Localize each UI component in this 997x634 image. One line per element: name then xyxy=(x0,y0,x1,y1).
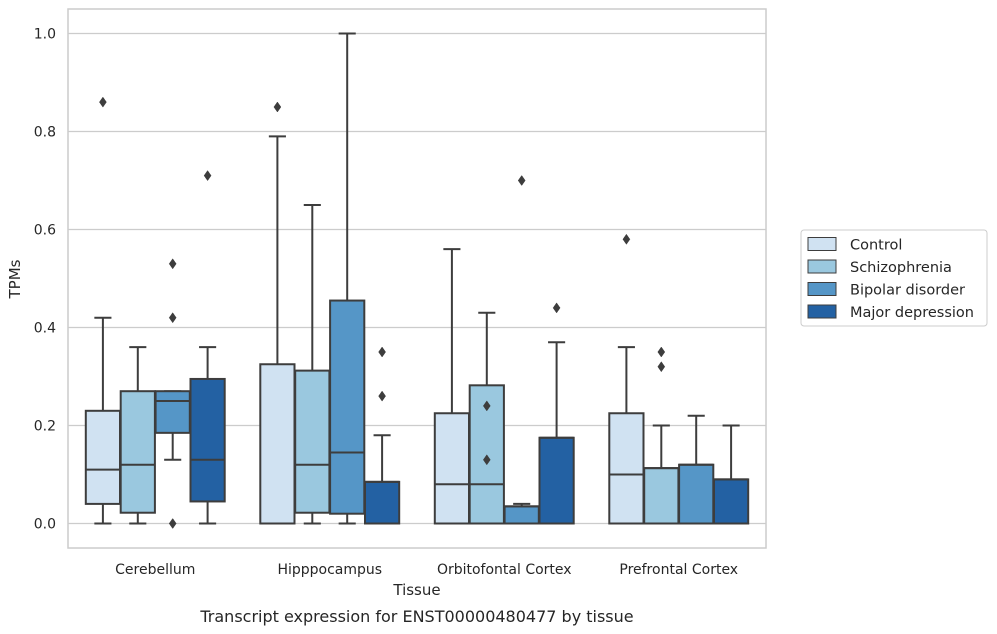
box-body xyxy=(712,478,750,525)
legend-swatch xyxy=(807,237,837,251)
box-3-2 xyxy=(678,414,715,525)
box-body xyxy=(154,390,191,434)
legend-label: Bipolar disorder xyxy=(850,283,965,299)
outlier-point xyxy=(482,454,491,466)
outlier-point xyxy=(168,258,177,270)
box-body xyxy=(643,467,680,525)
box-body xyxy=(329,299,366,515)
outlier-point xyxy=(657,346,666,358)
box-3-0 xyxy=(608,233,645,525)
outlier-point xyxy=(378,346,386,358)
plot-area-frame xyxy=(67,8,767,549)
y-tick-label: 0.4 xyxy=(34,321,56,337)
outlier-point xyxy=(273,101,282,113)
legend: Control Schizophrenia Bipolar disorder Majo… xyxy=(800,229,988,327)
y-tick-label: 1.0 xyxy=(34,27,56,43)
legend-label: Control xyxy=(850,238,902,254)
legend-swatch xyxy=(807,282,837,296)
box-body xyxy=(363,480,401,525)
y-tick-label: 0.6 xyxy=(34,223,56,239)
box-1-1 xyxy=(294,204,331,525)
box-3-3 xyxy=(712,424,750,525)
box-3-1 xyxy=(643,346,680,525)
box-0-0 xyxy=(84,96,122,525)
box-body xyxy=(189,377,226,503)
chart-caption: Transcript expression for ENST0000048047… xyxy=(199,607,633,626)
box-2-0 xyxy=(433,248,471,525)
box-body xyxy=(119,390,156,514)
outlier-point xyxy=(203,170,212,182)
box-body xyxy=(433,412,471,525)
legend-label: Major depression xyxy=(850,305,974,321)
box-0-3 xyxy=(189,170,226,525)
box-1-0 xyxy=(259,101,296,525)
box-1-2 xyxy=(329,32,366,525)
boxes xyxy=(84,32,750,529)
outlier-point xyxy=(517,175,526,186)
outlier-point xyxy=(657,361,666,373)
y-axis-label: TPMs xyxy=(6,259,24,299)
box-1-3 xyxy=(363,346,401,525)
outlier-point xyxy=(99,96,107,108)
box-0-1 xyxy=(119,346,156,525)
x-tick-label: Hipppocampus xyxy=(277,562,382,578)
outlier-point xyxy=(622,233,631,245)
box-body xyxy=(84,409,122,505)
box-0-2 xyxy=(154,258,191,529)
outlier-point xyxy=(552,302,561,314)
x-tick-label: Prefrontal Cortex xyxy=(619,562,738,578)
legend-swatch xyxy=(807,259,837,274)
box-2-2 xyxy=(503,175,540,525)
outlier-point xyxy=(168,312,177,324)
x-tick-label: Orbitofontal Cortex xyxy=(437,562,572,578)
outlier-point xyxy=(378,390,386,402)
box-2-1 xyxy=(468,311,505,525)
legend-label: Schizophrenia xyxy=(850,260,952,276)
box-body xyxy=(294,369,331,514)
y-tick-label: 0.0 xyxy=(34,517,56,533)
y-tick-labels: 0.0 0.2 0.4 0.6 0.8 1.0 xyxy=(34,27,56,533)
outlier-point xyxy=(482,400,491,412)
box-body xyxy=(259,363,296,525)
legend-frame xyxy=(800,229,988,327)
legend-swatch xyxy=(807,304,837,319)
box-2-3 xyxy=(538,302,575,525)
box-body xyxy=(608,412,645,525)
box-body xyxy=(678,463,715,525)
y-tick-label: 0.8 xyxy=(34,125,56,141)
box-body xyxy=(538,436,575,525)
x-tick-labels: Cerebellum Hipppocampus Orbitofontal Corte… xyxy=(115,562,738,578)
y-tick-label: 0.2 xyxy=(34,419,56,435)
x-axis-label: Tissue xyxy=(392,581,440,599)
x-tick-label: Cerebellum xyxy=(115,562,195,578)
outlier-point xyxy=(168,518,177,529)
box-body xyxy=(503,505,540,525)
